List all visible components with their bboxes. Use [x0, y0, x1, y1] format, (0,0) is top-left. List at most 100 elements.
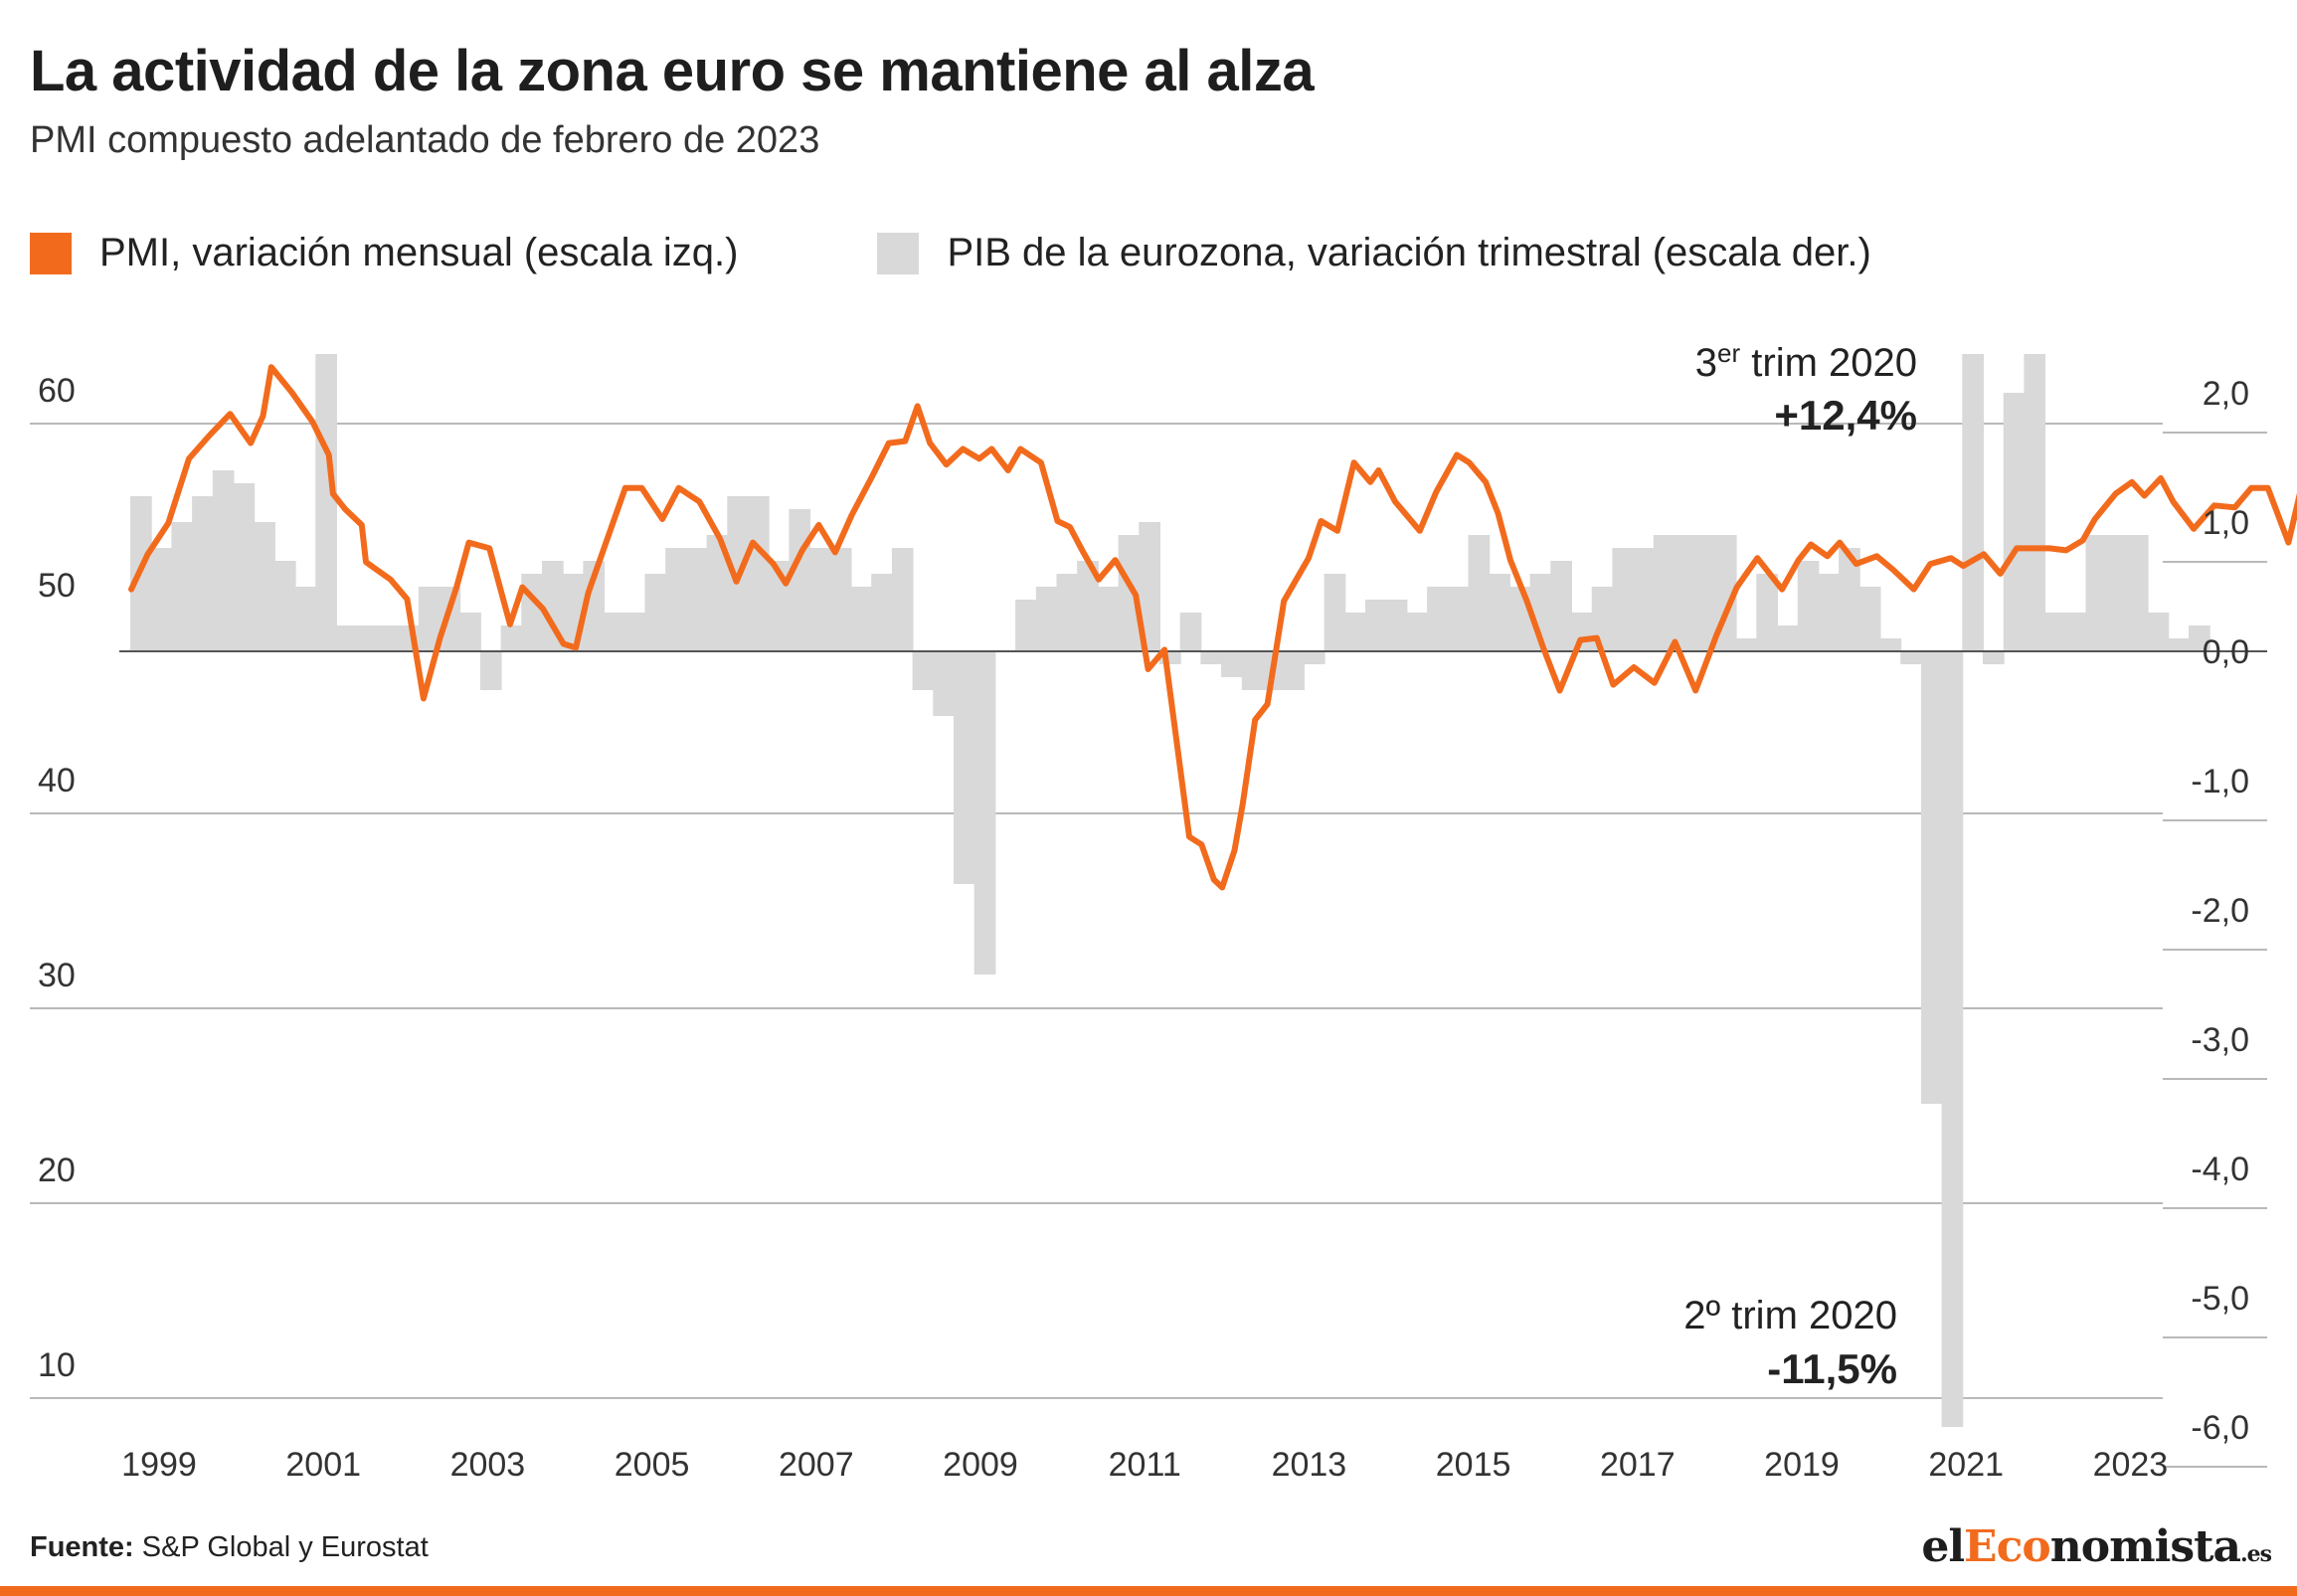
grid-lines — [30, 423, 2267, 1468]
x-tick-label: 2007 — [779, 1446, 854, 1484]
x-tick-label: 1999 — [121, 1446, 197, 1484]
annotation-peak: 3er trim 2020 +12,4% — [1695, 338, 1917, 439]
left-axis: 60 50 40 30 20 10 — [38, 372, 76, 1384]
legend-swatch-gdp — [877, 232, 920, 274]
gdp-bar — [2064, 613, 2087, 651]
source-text: S&P Global y Eurostat — [141, 1531, 429, 1563]
x-tick-label: 2005 — [615, 1446, 690, 1484]
x-tick-label: 2017 — [1600, 1446, 1676, 1484]
gdp-bar — [1427, 587, 1449, 651]
logo-part-1: el — [1921, 1521, 1965, 1572]
legend-label-pmi: PMI, variación mensual (escala izq.) — [99, 231, 739, 274]
gdp-bar — [1241, 651, 1264, 690]
gdp-bar — [542, 561, 564, 651]
logo-part-3: nomista — [2049, 1521, 2241, 1572]
gdp-bar — [1879, 638, 1902, 651]
gdp-bar — [1550, 561, 1572, 651]
gdp-bar — [850, 587, 873, 651]
gdp-bar — [809, 548, 831, 651]
right-tick-label: -6,0 — [2191, 1409, 2249, 1447]
gdp-bar — [1221, 651, 1243, 677]
gdp-bar — [233, 483, 256, 651]
pmi-line-group — [128, 364, 2297, 891]
right-tick-label: -1,0 — [2191, 763, 2249, 800]
gdp-bar — [1653, 535, 1676, 651]
annotation-trough-value: -11,5% — [1767, 1345, 1897, 1392]
gdp-bar — [1920, 651, 1943, 1104]
left-tick-label: 60 — [38, 372, 76, 410]
gdp-bar — [171, 522, 194, 651]
gdp-bar — [1468, 535, 1491, 651]
gdp-bar — [973, 651, 996, 975]
source-label: Fuente: — [30, 1531, 134, 1563]
gdp-bar — [1324, 574, 1346, 651]
gdp-bar — [1818, 574, 1841, 651]
gdp-bar — [1777, 625, 1799, 651]
gdp-bar — [1983, 651, 2005, 664]
gdp-bar — [912, 651, 935, 690]
right-tick-label: 0,0 — [2203, 633, 2249, 671]
annotation-trough: 2º trim 2020 -11,5% — [1683, 1294, 1897, 1392]
gdp-bar — [1097, 587, 1120, 651]
gdp-bar — [459, 613, 481, 651]
right-tick-label: 1,0 — [2203, 504, 2249, 542]
legend-label-gdp: PIB de la eurozona, variación trimestral… — [947, 231, 1871, 274]
gdp-bar — [1200, 651, 1223, 664]
pmi-line — [128, 364, 2297, 891]
legend-swatch-pmi — [30, 232, 72, 274]
gdp-bar — [1797, 561, 1820, 651]
gdp-bar — [192, 496, 214, 651]
gdp-bar — [1900, 651, 1922, 664]
legend-item-gdp: PIB de la eurozona, variación trimestral… — [877, 231, 1871, 275]
gdp-bar — [1035, 587, 1058, 651]
chart-title: La actividad de la zona euro se mantiene… — [30, 39, 1315, 103]
gdp-bar — [1406, 613, 1429, 651]
x-tick-label: 2015 — [1436, 1446, 1511, 1484]
gdp-bar — [418, 587, 441, 651]
gdp-bar — [356, 625, 379, 651]
gdp-bar — [1962, 354, 1984, 651]
gdp-bar — [789, 509, 811, 651]
gdp-bar — [1612, 548, 1635, 651]
annotation-peak-period-sup: er — [1717, 338, 1740, 368]
gdp-bar — [1077, 561, 1099, 651]
gdp-bar — [685, 548, 708, 651]
right-axis: 2,0 1,0 0,0 -1,0 -2,0 -3,0 -4,0 -5,0 -6,0 — [2191, 375, 2249, 1447]
right-tick-label: 2,0 — [2203, 375, 2249, 413]
gdp-bar — [212, 470, 235, 651]
gdp-bar — [1839, 548, 1860, 651]
gdp-bar — [1283, 651, 1305, 690]
left-tick-label: 10 — [38, 1346, 76, 1384]
x-tick-label: 2009 — [943, 1446, 1018, 1484]
gdp-bar — [2189, 625, 2210, 651]
right-tick-label: -5,0 — [2191, 1280, 2249, 1318]
gdp-bar — [1365, 600, 1387, 651]
gdp-bar — [315, 354, 337, 651]
chart-subtitle: PMI compuesto adelantado de febrero de 2… — [30, 119, 820, 161]
gdp-bar — [871, 574, 893, 651]
gdp-bar — [294, 587, 317, 651]
gdp-bar — [500, 625, 523, 651]
x-tick-label: 2021 — [1928, 1446, 2004, 1484]
left-tick-label: 30 — [38, 957, 76, 994]
publisher-logo[interactable]: elEconomista.es — [1921, 1521, 2272, 1572]
right-tick-label: -2,0 — [2191, 892, 2249, 930]
bottom-accent-bar — [0, 1586, 2297, 1596]
gdp-bar — [2024, 354, 2046, 651]
gdp-bar — [1179, 613, 1202, 651]
gdp-bar — [706, 535, 729, 651]
gdp-bar — [1694, 535, 1716, 651]
gdp-bar — [2044, 613, 2066, 651]
right-tick-label: -3,0 — [2191, 1021, 2249, 1059]
annotation-peak-period-main: 3 — [1695, 341, 1717, 385]
gdp-bar — [2168, 638, 2190, 651]
gdp-bar — [479, 651, 502, 690]
source-note: Fuente: S&P Global y Eurostat — [30, 1531, 429, 1564]
x-tick-label: 2001 — [285, 1446, 361, 1484]
gdp-bar — [439, 587, 461, 651]
gdp-bar — [1571, 613, 1593, 651]
left-tick-label: 50 — [38, 567, 76, 605]
gdp-bar — [1056, 574, 1079, 651]
gdp-bar — [273, 561, 296, 651]
